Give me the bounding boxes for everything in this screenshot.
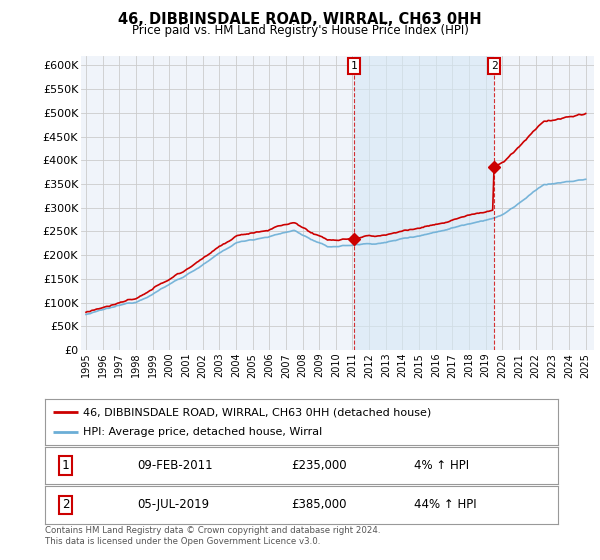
Text: 2: 2 — [491, 60, 497, 71]
Text: 1: 1 — [62, 459, 69, 472]
Text: 4% ↑ HPI: 4% ↑ HPI — [415, 459, 469, 472]
Text: Price paid vs. HM Land Registry's House Price Index (HPI): Price paid vs. HM Land Registry's House … — [131, 24, 469, 36]
Text: £235,000: £235,000 — [291, 459, 347, 472]
Text: 09-FEB-2011: 09-FEB-2011 — [137, 459, 213, 472]
Text: 44% ↑ HPI: 44% ↑ HPI — [415, 498, 477, 511]
Bar — [354, 56, 494, 350]
Text: 46, DIBBINSDALE ROAD, WIRRAL, CH63 0HH (detached house): 46, DIBBINSDALE ROAD, WIRRAL, CH63 0HH (… — [83, 407, 432, 417]
Text: Contains HM Land Registry data © Crown copyright and database right 2024.
This d: Contains HM Land Registry data © Crown c… — [45, 526, 380, 546]
Text: 1: 1 — [350, 60, 357, 71]
Text: £385,000: £385,000 — [291, 498, 347, 511]
Text: 46, DIBBINSDALE ROAD, WIRRAL, CH63 0HH: 46, DIBBINSDALE ROAD, WIRRAL, CH63 0HH — [118, 12, 482, 27]
Text: HPI: Average price, detached house, Wirral: HPI: Average price, detached house, Wirr… — [83, 427, 323, 437]
Text: 05-JUL-2019: 05-JUL-2019 — [137, 498, 209, 511]
Text: 2: 2 — [62, 498, 69, 511]
